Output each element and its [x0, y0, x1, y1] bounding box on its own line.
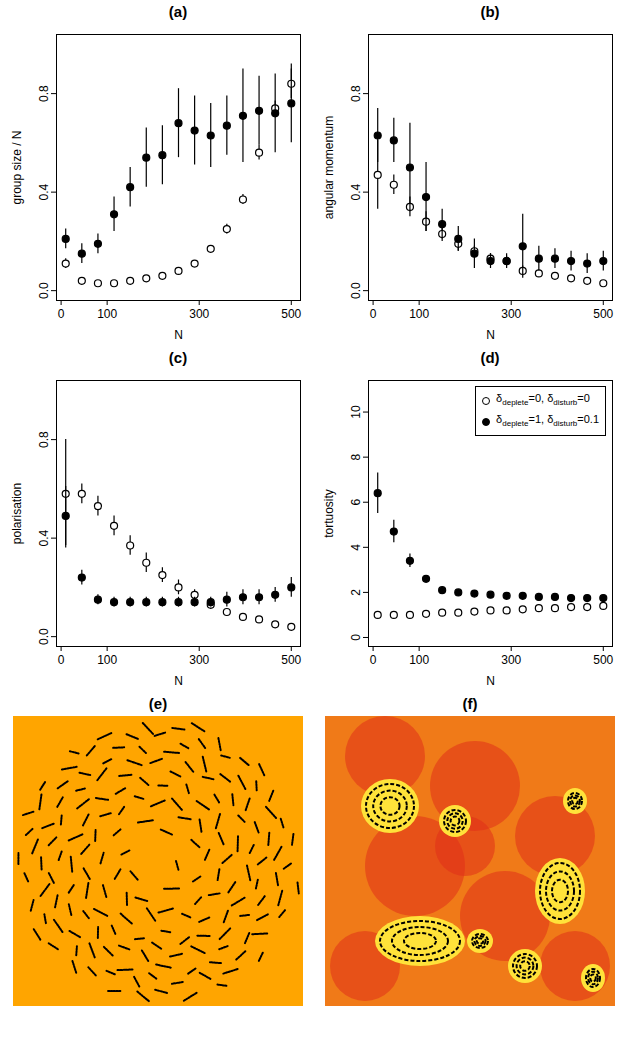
svg-text:6: 6 [349, 499, 363, 506]
svg-text:100: 100 [97, 307, 117, 321]
svg-text:0.8: 0.8 [37, 85, 51, 102]
svg-text:10: 10 [349, 405, 363, 419]
svg-text:polarisation: polarisation [10, 483, 24, 544]
html-text:(f): (f) [462, 695, 478, 712]
html-text:(d): (d) [480, 349, 500, 366]
svg-text:0: 0 [370, 307, 377, 321]
svg-text:4: 4 [349, 544, 363, 551]
svg-text:group size / N: group size / N [10, 130, 24, 204]
svg-text:300: 300 [501, 307, 521, 321]
html-text:(c): (c) [168, 349, 188, 366]
svg-text:0.4: 0.4 [37, 529, 51, 546]
svg-text:0.0: 0.0 [349, 282, 363, 299]
svg-text:0: 0 [58, 653, 65, 667]
svg-text:angular momentum: angular momentum [322, 116, 336, 219]
svg-text:300: 300 [189, 653, 209, 667]
svg-text:0.4: 0.4 [349, 183, 363, 200]
svg-text:500: 500 [593, 307, 613, 321]
svg-text:0: 0 [370, 653, 377, 667]
html-text:δdeplete=0, δdisturb=0: δdeplete=0, δdisturb=0 [496, 392, 590, 408]
html-text:δdeplete=1, δdisturb=0.1: δdeplete=1, δdisturb=0.1 [496, 413, 599, 429]
svg-text:N: N [174, 674, 183, 688]
svg-text:0: 0 [58, 307, 65, 321]
svg-text:0: 0 [349, 634, 363, 641]
svg-text:N: N [174, 328, 183, 342]
svg-text:300: 300 [189, 307, 209, 321]
svg-text:tortuosity: tortuosity [322, 489, 336, 538]
svg-text:0.0: 0.0 [37, 628, 51, 645]
svg-text:100: 100 [409, 307, 429, 321]
svg-text:300: 300 [501, 653, 521, 667]
svg-text:0.4: 0.4 [37, 183, 51, 200]
svg-text:0.8: 0.8 [37, 431, 51, 448]
svg-text:100: 100 [409, 653, 429, 667]
svg-text:0.0: 0.0 [37, 282, 51, 299]
svg-text:500: 500 [281, 307, 301, 321]
svg-text:2: 2 [349, 589, 363, 596]
svg-text:500: 500 [281, 653, 301, 667]
html-text:(b): (b) [480, 3, 500, 20]
html-text:(a): (a) [168, 3, 188, 20]
svg-text:500: 500 [593, 653, 613, 667]
svg-text:8: 8 [349, 453, 363, 460]
svg-text:N: N [486, 674, 495, 688]
svg-text:100: 100 [97, 653, 117, 667]
svg-text:0.8: 0.8 [349, 85, 363, 102]
html-text:(e): (e) [148, 695, 168, 712]
svg-text:N: N [486, 328, 495, 342]
